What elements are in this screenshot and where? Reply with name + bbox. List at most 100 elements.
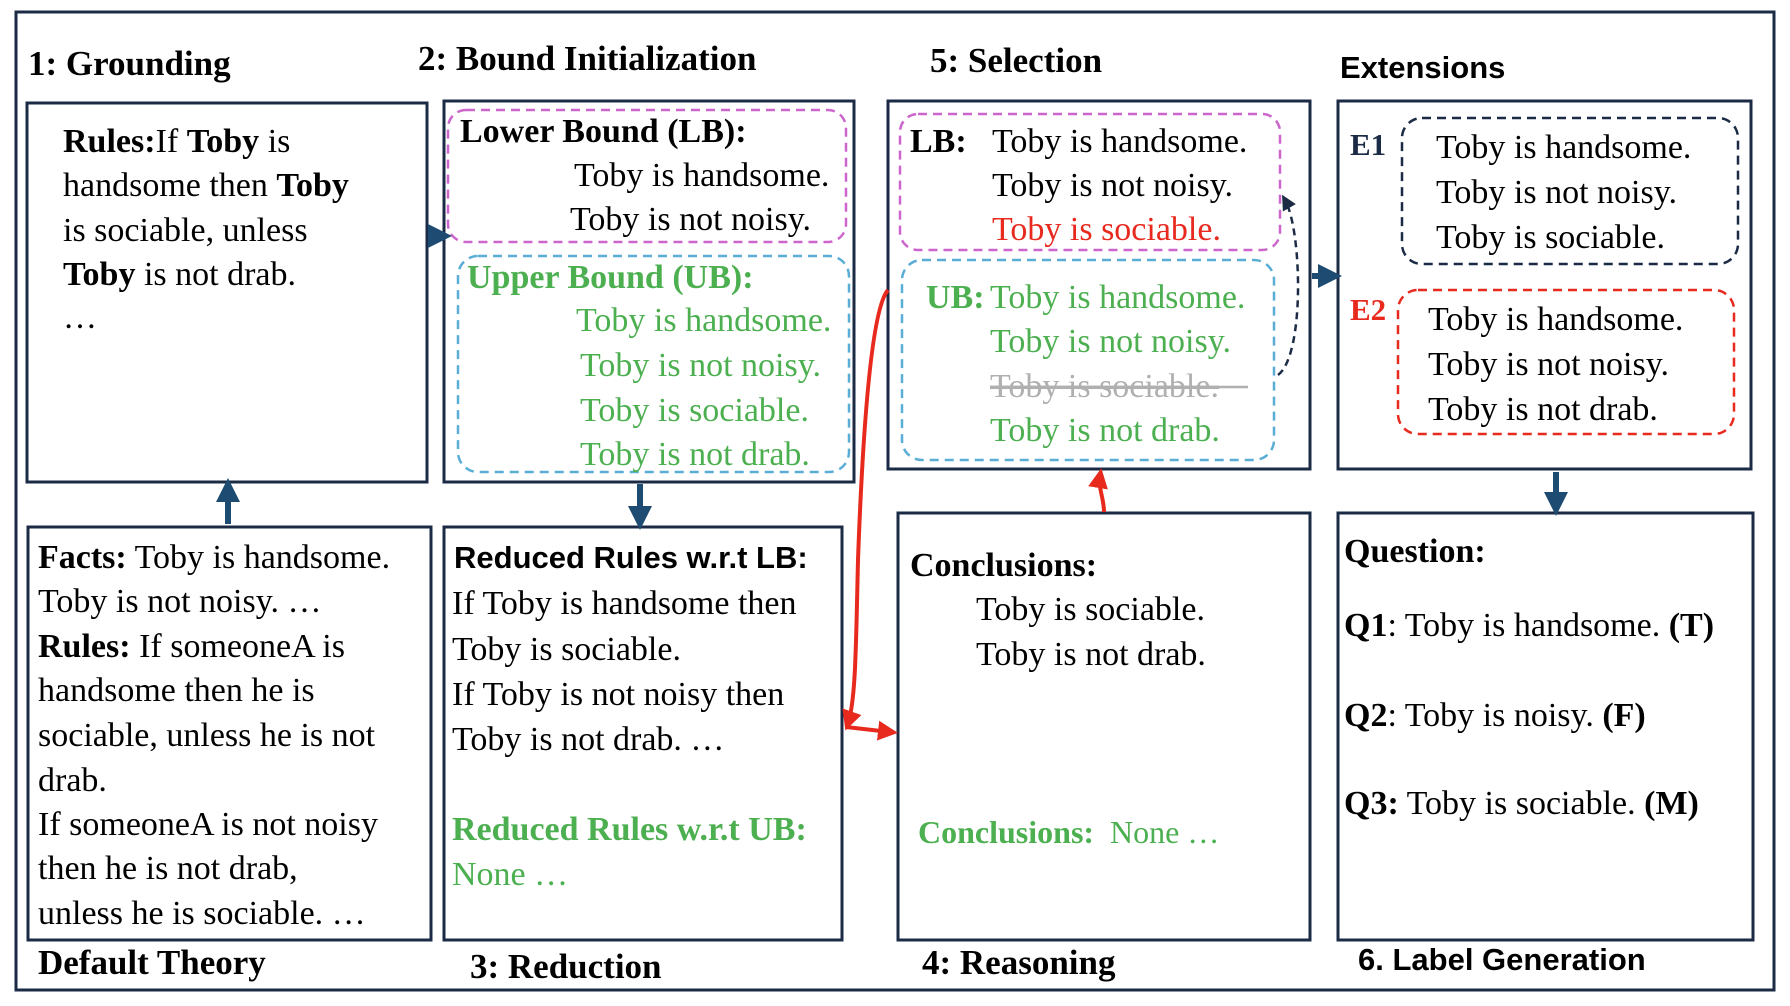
heading-grounding: 1: Grounding [28, 44, 231, 83]
selection-ub-item: Toby is not noisy. [990, 323, 1231, 360]
q1-answer: (T) [1669, 607, 1714, 644]
e1-item: Toby is sociable. [1436, 219, 1665, 256]
e2-dashed [1396, 288, 1736, 436]
heading-extensions: Extensions [1340, 50, 1505, 85]
extensions-box: E1 Toby is handsome. Toby is not noisy. … [1336, 99, 1753, 471]
q3-text: Toby is sociable. [1399, 785, 1644, 822]
fact-text: Toby is handsome. [127, 539, 390, 576]
rule-text: drab. [38, 762, 107, 799]
q1-text: : Toby is handsome. [1387, 607, 1668, 644]
svg-text:handsome then Toby: handsome then Toby [63, 167, 349, 204]
grounding-text: is [259, 123, 290, 160]
selection-lb-dashed [898, 112, 1282, 252]
svg-text:Conclusions:None …: Conclusions: None … [918, 814, 1219, 850]
ub-conclusions-label: Conclusions: [918, 814, 1094, 850]
arrow-reduction-to-reasoning [845, 720, 898, 741]
question-title: Question: [1344, 533, 1486, 570]
ub-item: Toby is not drab. [580, 436, 810, 473]
reduced-rule-line: Toby is not drab. … [452, 721, 724, 758]
svg-text:Q3: Toby is sociable. (M): Q3: Toby is sociable. (M) [1344, 785, 1699, 822]
e2-item: Toby is handsome. [1428, 301, 1683, 338]
selection-lb-new-item: Toby is sociable. [992, 211, 1221, 248]
selection-ub-item: Toby is handsome. [990, 279, 1245, 316]
svg-text:Q2: Toby is noisy. (F): Q2: Toby is noisy. (F) [1344, 697, 1646, 734]
reduced-ub-title: Reduced Rules w.r.t UB: [452, 811, 807, 848]
grounding-text: Toby [276, 167, 348, 204]
reduced-rule-line: Toby is sociable. [452, 631, 681, 668]
ub-item: Toby is sociable. [580, 392, 809, 429]
svg-text:Toby is not drab.: Toby is not drab. [63, 256, 296, 293]
rule-text: handsome then he is [38, 672, 315, 709]
conclusions-title: Conclusions: [910, 547, 1097, 584]
e1-label: E1 [1350, 127, 1386, 162]
q3-answer: (M) [1644, 785, 1699, 822]
arrow-selection-to-reduction [842, 288, 890, 731]
outer-frame [14, 10, 1776, 992]
question-box: Question: Q1: Toby is handsome. (T) Q2: … [1336, 511, 1755, 942]
selection-ub-dashed [900, 258, 1276, 462]
facts-label: Facts: [38, 539, 127, 576]
rule-text: If someoneA is not noisy [38, 806, 378, 843]
rule-text: sociable, unless he is not [38, 717, 376, 754]
selection-ub-label: UB: [926, 279, 985, 316]
conclusion-item: Toby is sociable. [976, 591, 1205, 628]
rule-text: unless he is sociable. … [38, 895, 366, 932]
rule-text: then he is not drab, [38, 850, 298, 887]
ub-title: Upper Bound (UB): [467, 259, 754, 296]
grounding-rules-label: Rules: [63, 123, 156, 160]
e1-dashed [1400, 116, 1740, 266]
e2-item: Toby is not drab. [1428, 391, 1658, 428]
svg-text:Facts: Toby is handsome.: Facts: Toby is handsome. [38, 539, 390, 576]
fact-text: Toby is not noisy. … [38, 583, 322, 620]
bound-initialization-box: Lower Bound (LB): Toby is handsome. Toby… [442, 99, 856, 484]
q3-label: Q3: [1344, 785, 1399, 822]
conclusion-item: Toby is not drab. [976, 636, 1206, 673]
heading-selection: 5: Selection [930, 41, 1102, 80]
ub-item: Toby is not noisy. [580, 347, 821, 384]
grounding-text: Toby [63, 256, 135, 293]
grounding-text: If [156, 123, 187, 160]
heading-label-generation: 6. Label Generation [1358, 942, 1646, 977]
svg-text:Q1: Toby is handsome. (T): Q1: Toby is handsome. (T) [1344, 607, 1714, 644]
grounding-text: … [63, 299, 97, 336]
grounding-text: handsome then [63, 167, 276, 204]
heading-bound-initialization: 2: Bound Initialization [418, 39, 756, 78]
grounding-text: Toby [187, 123, 259, 160]
q1-label: Q1 [1344, 607, 1387, 644]
grounding-text: is sociable, unless [63, 212, 308, 249]
reduced-ub-line: None … [452, 856, 568, 893]
e2-item: Toby is not noisy. [1428, 346, 1669, 383]
e2-label: E2 [1350, 292, 1386, 327]
selection-box: LB: Toby is handsome. Toby is not noisy.… [886, 99, 1312, 471]
heading-reasoning: 4: Reasoning [922, 943, 1116, 982]
lb-title: Lower Bound (LB): [460, 113, 747, 150]
lb-item: Toby is not noisy. [570, 201, 811, 238]
ub-to-lb-curved-arrow [1277, 194, 1300, 377]
ub-conclusions-value: None … [1110, 814, 1219, 850]
upper-bound-dashed [456, 254, 851, 474]
reduction-box: Reduced Rules w.r.t LB: If Toby is hands… [442, 525, 844, 942]
grounding-box: Rules:If Toby is handsome then Toby is s… [25, 101, 429, 484]
ub-item: Toby is handsome. [576, 302, 831, 339]
q2-label: Q2 [1344, 697, 1387, 734]
default-theory-box: Facts: Toby is handsome. Toby is not noi… [26, 525, 433, 942]
selection-lb-item: Toby is not noisy. [992, 167, 1233, 204]
reduced-lb-title: Reduced Rules w.r.t LB: [454, 540, 808, 575]
reduced-rule-line: If Toby is not noisy then [452, 676, 784, 713]
arrow-reasoning-to-selection [1088, 468, 1108, 513]
svg-text:Rules:If Toby is: Rules:If Toby is [63, 123, 290, 160]
reduced-rule-line: If Toby is handsome then [452, 585, 797, 622]
selection-lb-item: Toby is handsome. [992, 123, 1247, 160]
rule-text: If someoneA is [131, 628, 345, 665]
q2-text: : Toby is noisy. [1387, 697, 1602, 734]
lb-item: Toby is handsome. [574, 157, 829, 194]
e1-item: Toby is handsome. [1436, 129, 1691, 166]
heading-default-theory: Default Theory [38, 943, 266, 982]
reasoning-box: Conclusions: Toby is sociable. Toby is n… [896, 511, 1312, 942]
lower-bound-dashed [446, 108, 848, 244]
heading-reduction: 3: Reduction [470, 947, 662, 986]
selection-lb-label: LB: [910, 123, 967, 160]
e1-item: Toby is not noisy. [1436, 174, 1677, 211]
rules-label: Rules: [38, 628, 131, 665]
